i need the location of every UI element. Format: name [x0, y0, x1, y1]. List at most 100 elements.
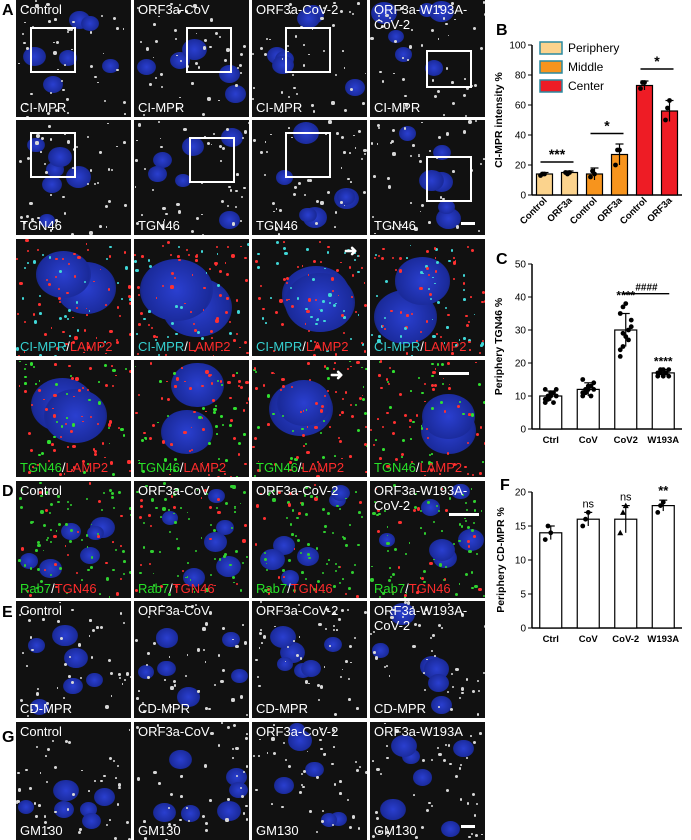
punctum	[290, 456, 294, 461]
punctum	[141, 701, 145, 704]
punctum	[235, 644, 239, 648]
punctum	[66, 291, 69, 294]
punctum	[52, 414, 57, 418]
punctum	[46, 536, 49, 540]
punctum	[341, 457, 343, 460]
punctum	[431, 29, 435, 33]
punctum	[444, 509, 448, 512]
punctum	[45, 407, 49, 411]
punctum	[309, 486, 312, 489]
punctum	[465, 756, 468, 759]
punctum	[382, 591, 386, 595]
punctum	[137, 123, 141, 127]
punctum	[208, 442, 212, 445]
merge-label: TGN46/LAMP2	[256, 460, 344, 475]
nucleus	[136, 58, 156, 75]
punctum	[104, 100, 107, 103]
punctum	[310, 315, 313, 318]
punctum	[105, 304, 107, 307]
data-point	[580, 377, 586, 382]
punctum	[319, 469, 322, 472]
punctum	[110, 168, 113, 171]
punctum	[82, 420, 84, 423]
punctum	[57, 500, 60, 503]
punctum	[122, 621, 126, 625]
punctum	[88, 398, 91, 402]
zoom-box	[285, 132, 331, 178]
punctum	[273, 625, 276, 628]
punctum	[473, 509, 477, 512]
punctum	[455, 344, 458, 347]
punctum	[401, 456, 403, 459]
punctum	[128, 728, 131, 731]
punctum	[43, 814, 46, 818]
punctum	[268, 38, 271, 41]
punctum	[282, 241, 285, 244]
punctum	[186, 249, 189, 252]
punctum	[33, 802, 36, 805]
significance-label: *	[604, 118, 610, 134]
punctum	[60, 436, 63, 439]
punctum	[101, 15, 104, 18]
punctum	[386, 526, 389, 528]
punctum	[183, 127, 187, 131]
punctum	[94, 75, 97, 78]
significance-label: *	[654, 53, 660, 69]
punctum	[77, 831, 81, 835]
punctum	[262, 307, 266, 311]
punctum	[343, 67, 346, 69]
punctum	[109, 488, 113, 492]
punctum	[377, 418, 379, 420]
punctum	[334, 391, 337, 394]
punctum	[35, 815, 38, 818]
y-tick-label: 100	[509, 41, 526, 52]
punctum	[18, 62, 21, 65]
punctum	[420, 424, 423, 427]
punctum	[51, 443, 55, 447]
punctum	[87, 136, 90, 139]
punctum	[34, 0, 37, 2]
punctum	[281, 384, 286, 388]
punctum	[204, 661, 207, 663]
nucleus	[53, 801, 74, 819]
punctum	[32, 521, 34, 523]
punctum	[267, 587, 271, 591]
punctum	[226, 297, 229, 300]
nucleus	[102, 59, 120, 74]
punctum	[170, 2, 173, 6]
nucleus	[231, 668, 248, 683]
punctum	[341, 135, 345, 139]
punctum	[100, 508, 103, 511]
punctum	[395, 457, 399, 461]
punctum	[112, 760, 116, 763]
punctum	[178, 10, 181, 13]
punctum	[227, 797, 231, 801]
punctum	[259, 151, 263, 154]
punctum	[371, 334, 374, 337]
punctum	[279, 388, 283, 392]
punctum	[173, 492, 177, 496]
nucleus	[429, 0, 454, 22]
legend-label: Center	[568, 79, 604, 93]
punctum	[224, 501, 229, 505]
punctum	[19, 360, 21, 363]
nucleus	[148, 165, 167, 182]
punctum	[159, 585, 164, 589]
nucleus	[181, 137, 205, 157]
punctum	[373, 631, 376, 634]
punctum	[466, 442, 469, 445]
punctum	[190, 449, 193, 452]
punctum	[86, 469, 89, 472]
nucleus	[394, 47, 412, 62]
punctum	[316, 683, 321, 687]
punctum	[246, 351, 249, 355]
data-point	[665, 105, 670, 111]
punctum	[208, 707, 211, 711]
punctum	[152, 335, 156, 339]
punctum	[148, 562, 152, 566]
punctum	[264, 552, 267, 555]
punctum	[344, 390, 348, 394]
data-point	[553, 387, 559, 392]
punctum	[64, 133, 66, 135]
punctum	[205, 370, 209, 374]
